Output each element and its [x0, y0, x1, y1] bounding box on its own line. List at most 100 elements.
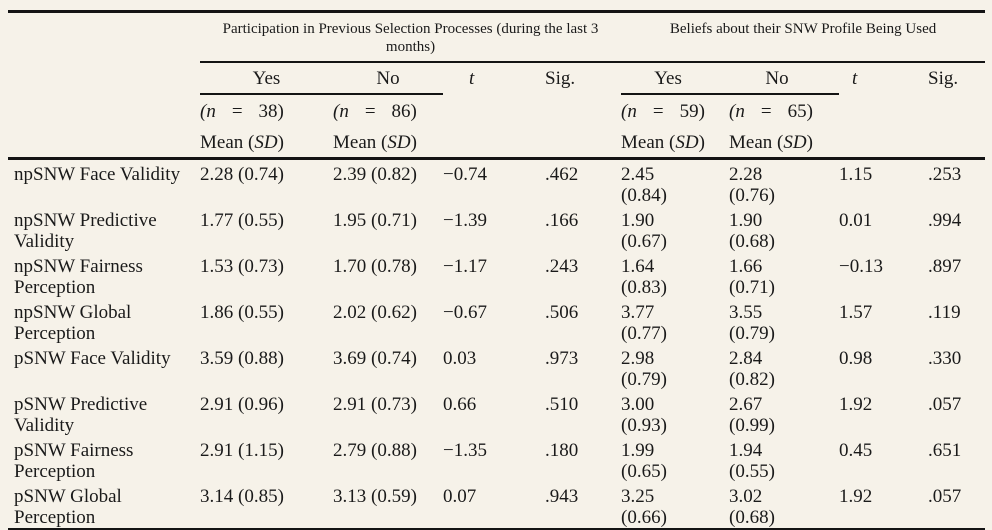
cell-participation-no-mean: 3.13 (0.59) [333, 482, 443, 530]
group-header-participation: Participation in Previous Selection Proc… [200, 10, 622, 63]
sd-label: SD [783, 131, 807, 153]
row-label: npSNW Predictive Validity [8, 206, 200, 252]
cell-participation-sig: .506 [545, 302, 579, 323]
cell-participation-t: −1.17 [443, 256, 487, 277]
results-table-container: Participation in Previous Selection Proc… [8, 10, 986, 530]
n-value: 65) [787, 100, 813, 122]
row-label: npSNW Global Perception [8, 298, 200, 344]
mean-line: 1.94 [729, 440, 763, 461]
label-line: Validity [14, 231, 75, 252]
label-line: pSNW Predictive [14, 394, 148, 415]
sd-line: (0.55) [729, 461, 775, 482]
empty-corner-cell [8, 10, 200, 62]
mean-line: 3.02 [729, 486, 763, 507]
mean-line: 3.25 [621, 486, 655, 507]
n-open: (n [200, 100, 216, 122]
mean-line: 2.45 [621, 164, 655, 185]
mean-line: 3.00 [621, 394, 655, 415]
mean-sd-row: Mean (SD) Mean (SD) Mean (SD) Mean (SD) [8, 127, 986, 160]
mean-sd-label: Mean (SD) [333, 127, 443, 160]
cell-beliefs-no-mean: 2.28 (0.76) [729, 159, 839, 206]
empty-cell [543, 94, 621, 127]
cell-participation-t: 0.07 [443, 482, 543, 530]
label-line: npSNW Face Validity [14, 164, 181, 185]
sd-line: (0.83) [621, 277, 667, 298]
mean-line: 1.90 [621, 210, 655, 231]
cell-beliefs-t: 0.01 [839, 210, 873, 231]
cell-beliefs-sig: .897 [928, 256, 962, 277]
mean-pre: Mean ( [333, 131, 388, 153]
label-line: Perception [14, 277, 96, 298]
cell-beliefs-sig: .651 [928, 440, 962, 461]
cell-participation-no-mean: 1.95 (0.71) [333, 210, 417, 231]
cell-beliefs-no-mean: 2.84 (0.82) [729, 344, 839, 390]
label-line: pSNW Face Validity [14, 348, 171, 369]
cell-participation-yes-mean: 1.86 (0.55) [200, 302, 284, 323]
sd-line: (0.79) [621, 369, 667, 390]
empty-cell [8, 127, 200, 160]
n-beliefs-yes: (n = 59) [621, 94, 729, 127]
n-open: (n [729, 100, 745, 122]
sd-line: (0.67) [621, 231, 667, 252]
sample-size-row: (n = 38) (n = 86) (n = 59) (n = 65) [8, 94, 985, 127]
cell-beliefs-yes-mean: 3.77 (0.77) [621, 298, 729, 344]
cell-beliefs-t: −0.13 [839, 256, 883, 277]
mean-line: 1.99 [621, 440, 655, 461]
cell-beliefs-no-mean: 1.66 (0.71) [729, 252, 839, 298]
empty-cell [8, 62, 200, 94]
row-label: pSNW Global Perception [8, 482, 200, 530]
sd-line: (0.66) [621, 507, 667, 528]
cell-beliefs-t: 1.92 [839, 394, 873, 415]
cell-participation-sig: .510 [545, 394, 579, 415]
row-label: pSNW Predictive Validity [8, 390, 200, 436]
cell-participation-sig: .462 [545, 164, 579, 185]
cell-participation-sig: .943 [543, 482, 622, 530]
mean-line: 1.64 [621, 256, 655, 277]
table-row: pSNW Global Perception 3.14 (0.85) 3.13 (… [8, 482, 986, 530]
cell-participation-yes-mean: 1.77 (0.55) [200, 210, 284, 231]
mean-line: 2.28 [729, 164, 763, 185]
empty-cell [443, 94, 543, 127]
label-line: pSNW Fairness [14, 440, 134, 461]
empty-cell [926, 94, 985, 127]
cell-participation-t: −0.67 [443, 302, 487, 323]
mean-post: ) [806, 131, 813, 153]
cell-participation-yes-mean: 2.28 (0.74) [200, 164, 284, 185]
sd-line: (0.79) [729, 323, 775, 344]
empty-cell [8, 94, 200, 127]
n-open: (n [621, 100, 637, 122]
mean-line: 2.67 [729, 394, 763, 415]
group-header-row: Participation in Previous Selection Proc… [8, 10, 986, 63]
label-line: npSNW Fairness [14, 256, 143, 277]
cell-beliefs-t: 1.92 [839, 482, 927, 530]
col-header-participation-sig: Sig. [545, 68, 576, 89]
sd-label: SD [254, 131, 278, 153]
label-line: Perception [14, 323, 96, 344]
cell-participation-t: 0.03 [443, 348, 477, 369]
cell-participation-yes-mean: 1.53 (0.73) [200, 256, 284, 277]
n-value: 38) [258, 100, 284, 122]
sd-line: (0.65) [621, 461, 667, 482]
col-header-participation-no: No [333, 62, 443, 95]
subheader-row: Yes No t Sig. Yes No t Sig. [8, 62, 985, 95]
empty-cell [926, 127, 986, 160]
empty-cell [839, 127, 927, 160]
mean-line: 3.55 [729, 302, 763, 323]
cell-beliefs-sig: .330 [928, 348, 962, 369]
cell-participation-yes-mean: 3.59 (0.88) [200, 348, 284, 369]
cell-participation-no-mean: 2.91 (0.73) [333, 394, 417, 415]
cell-beliefs-sig: .057 [928, 394, 962, 415]
n-participation-no: (n = 86) [333, 94, 443, 127]
n-open: (n [333, 100, 349, 122]
cell-participation-no-mean: 1.70 (0.78) [333, 256, 417, 277]
cell-participation-no-mean: 3.69 (0.74) [333, 348, 417, 369]
col-header-participation-t: t [469, 68, 475, 89]
label-line: Perception [14, 461, 96, 482]
empty-cell [839, 94, 926, 127]
sd-line: (0.68) [729, 507, 775, 528]
cell-beliefs-yes-mean: 3.00 (0.93) [621, 390, 729, 436]
row-label: pSNW Face Validity [8, 344, 200, 390]
cell-participation-t: −1.39 [443, 210, 487, 231]
sd-line: (0.99) [729, 415, 775, 436]
data-table: Participation in Previous Selection Proc… [8, 10, 986, 530]
